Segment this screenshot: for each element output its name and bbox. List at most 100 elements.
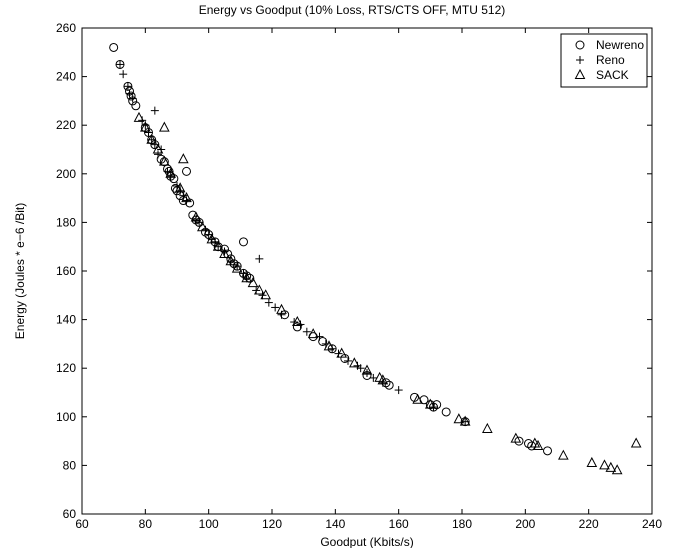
legend-label-sack: SACK xyxy=(596,68,629,82)
data-point xyxy=(174,182,186,193)
y-tick-label: 60 xyxy=(63,507,77,521)
data-point xyxy=(116,60,124,69)
x-tick-label: 80 xyxy=(139,517,153,531)
data-point xyxy=(182,166,191,176)
data-point xyxy=(154,150,162,159)
data-point xyxy=(159,155,170,166)
x-tick-label: 200 xyxy=(515,517,535,531)
data-point xyxy=(271,303,280,312)
data-point xyxy=(384,380,394,390)
data-point xyxy=(514,436,524,446)
data-point xyxy=(125,89,134,98)
data-point xyxy=(176,186,185,195)
data-point xyxy=(611,464,623,475)
y-tick-label: 80 xyxy=(63,458,77,472)
x-tick-label: 240 xyxy=(642,517,662,531)
data-point xyxy=(150,106,159,115)
x-tick-label: 180 xyxy=(452,517,472,531)
data-point xyxy=(459,415,471,426)
data-point xyxy=(302,327,311,336)
data-point xyxy=(247,277,259,288)
series-reno xyxy=(116,60,470,426)
data-point xyxy=(378,378,387,387)
x-tick-label: 60 xyxy=(75,517,89,531)
data-point xyxy=(119,70,128,79)
y-tick-label: 160 xyxy=(56,264,76,278)
data-point xyxy=(264,298,273,307)
legend-marker-reno xyxy=(576,56,584,64)
legend-label-reno: Reno xyxy=(596,53,625,67)
data-point xyxy=(292,315,303,327)
data-point xyxy=(605,461,617,472)
y-tick-label: 200 xyxy=(56,167,76,181)
data-point xyxy=(323,340,335,351)
y-tick-label: 240 xyxy=(56,70,76,84)
data-point xyxy=(599,459,610,470)
data-point xyxy=(126,91,136,101)
x-tick-label: 160 xyxy=(389,517,409,531)
y-tick-label: 220 xyxy=(56,118,76,132)
y-tick-label: 180 xyxy=(56,215,76,229)
data-point xyxy=(429,403,438,412)
data-point xyxy=(318,336,328,346)
x-tick-label: 140 xyxy=(325,517,345,531)
data-point xyxy=(197,221,208,232)
data-point xyxy=(394,386,403,395)
data-point xyxy=(131,101,141,111)
data-point xyxy=(377,374,389,385)
y-tick-label: 140 xyxy=(56,313,76,327)
data-point xyxy=(361,364,373,375)
data-point xyxy=(412,393,423,404)
data-point xyxy=(138,116,147,125)
data-point xyxy=(109,42,119,52)
data-point xyxy=(178,153,189,164)
data-point xyxy=(482,422,493,433)
data-point xyxy=(532,439,544,450)
data-point xyxy=(128,94,137,103)
data-point xyxy=(260,289,271,300)
series-newreno xyxy=(109,42,552,456)
data-point xyxy=(144,128,153,137)
data-point xyxy=(219,247,230,258)
data-point xyxy=(276,303,287,314)
data-marks xyxy=(109,42,642,475)
data-point xyxy=(543,446,552,456)
data-point xyxy=(146,133,157,144)
data-point xyxy=(206,233,218,244)
chart-title: Energy vs Goodput (10% Loss, RTS/CTS OFF… xyxy=(199,3,506,17)
data-point xyxy=(369,373,378,382)
data-point xyxy=(159,121,170,132)
data-point xyxy=(133,111,145,122)
data-point xyxy=(349,357,360,368)
data-point xyxy=(190,211,202,222)
x-axis-label: Goodput (Kbits/s) xyxy=(320,535,413,548)
data-point xyxy=(239,237,248,247)
legend-marker-sack xyxy=(574,68,586,79)
data-point xyxy=(231,262,243,273)
data-point xyxy=(201,225,210,234)
x-tick-label: 220 xyxy=(579,517,599,531)
data-point xyxy=(292,322,302,332)
data-point xyxy=(255,254,264,263)
data-point xyxy=(229,259,239,269)
data-point xyxy=(123,82,132,91)
legend-marker-newreno xyxy=(575,40,585,50)
data-point xyxy=(166,172,175,181)
data-point xyxy=(630,437,642,448)
x-tick-label: 120 xyxy=(262,517,282,531)
data-point xyxy=(254,284,265,295)
data-point xyxy=(356,364,365,373)
data-point xyxy=(441,407,451,417)
data-point xyxy=(241,272,252,283)
x-tick-label: 100 xyxy=(199,517,219,531)
series-sack xyxy=(133,111,642,475)
axes: 60 80 100 120 140 160 180 200 220 240 60 80 100 120 14… xyxy=(56,21,662,531)
data-point xyxy=(307,328,319,339)
data-point xyxy=(296,320,305,329)
y-tick-label: 120 xyxy=(56,361,76,375)
data-point xyxy=(277,310,286,319)
y-tick-label: 100 xyxy=(56,410,76,424)
data-point xyxy=(182,196,191,205)
